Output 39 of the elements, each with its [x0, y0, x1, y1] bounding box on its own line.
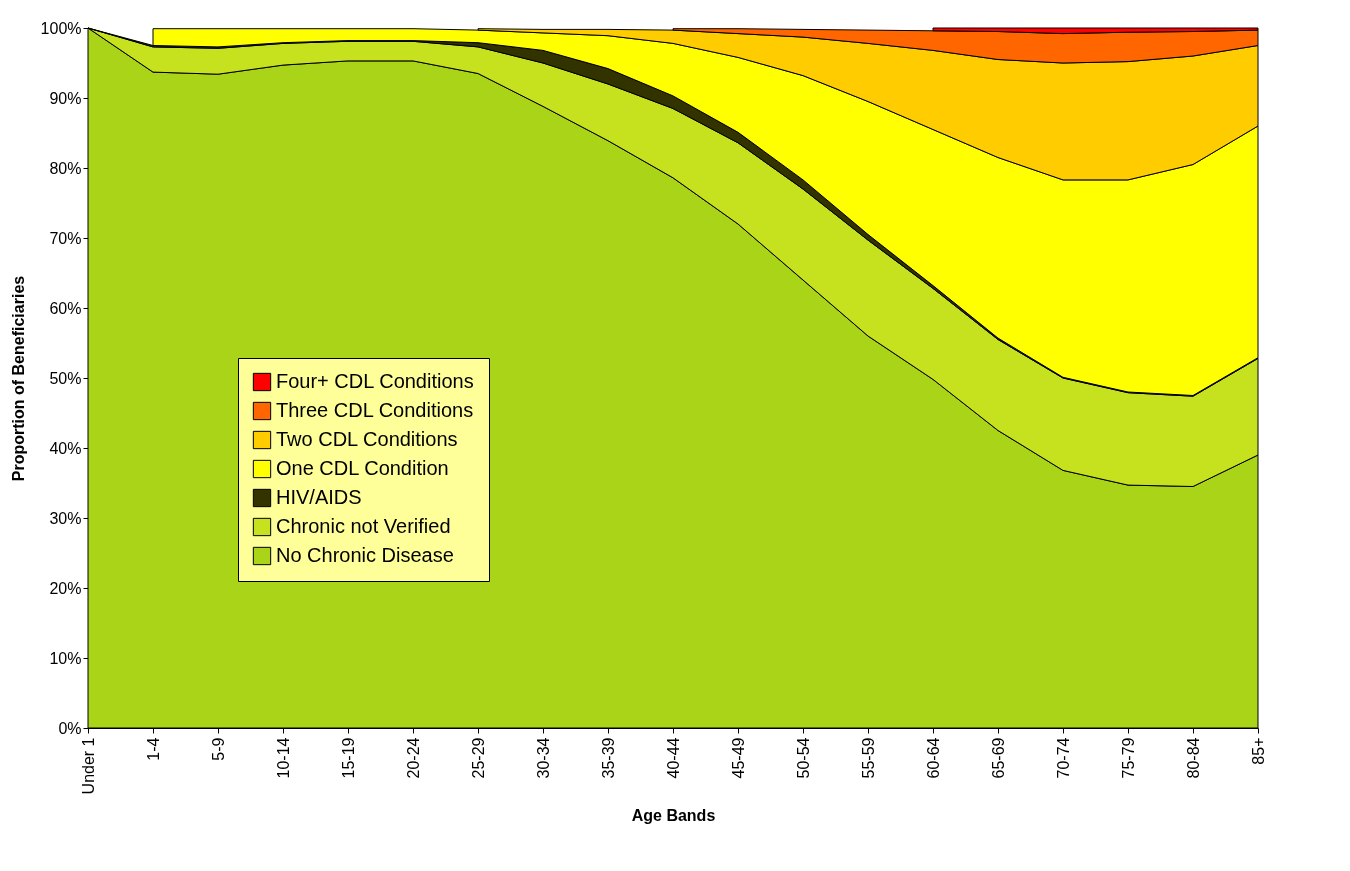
legend-label: Chronic not Verified — [276, 515, 451, 537]
x-tick-label: 20-24 — [404, 737, 422, 779]
y-tick-label: 60% — [49, 299, 82, 317]
y-tick-label: 70% — [49, 229, 82, 247]
x-tick-label: 35-39 — [599, 737, 617, 779]
legend-label: Two CDL Conditions — [276, 428, 458, 450]
legend-label: Three CDL Conditions — [276, 399, 474, 421]
x-tick-label: 25-29 — [469, 737, 487, 779]
x-tick-label: 55-59 — [859, 737, 877, 779]
x-tick-label: 1-4 — [144, 737, 162, 761]
legend-label: No Chronic Disease — [276, 544, 454, 566]
x-tick-label: 15-19 — [339, 737, 357, 779]
x-axis-title: Age Bands — [631, 807, 716, 825]
x-tick-label: 85+ — [1249, 737, 1267, 765]
x-tick-label: 5-9 — [209, 737, 227, 761]
x-tick-label: 10-14 — [274, 737, 292, 779]
x-tick-label: 30-34 — [534, 737, 552, 779]
x-tick-label: 45-49 — [729, 737, 747, 779]
y-tick-label: 0% — [58, 719, 82, 737]
y-tick-label: 30% — [49, 509, 82, 527]
y-tick-label: 100% — [40, 19, 82, 37]
x-tick-label: 60-64 — [924, 737, 942, 779]
y-axis-title: Proportion of Beneficiaries — [9, 275, 27, 482]
y-tick-label: 10% — [49, 649, 82, 667]
y-tick-label: 90% — [49, 89, 82, 107]
x-tick-label: 80-84 — [1184, 737, 1202, 779]
x-tick-label: 70-74 — [1054, 737, 1072, 779]
x-tick-label: 40-44 — [664, 737, 682, 779]
y-tick-label: 80% — [49, 159, 82, 177]
y-tick-label: 50% — [49, 369, 82, 387]
x-tick-label: 75-79 — [1119, 737, 1137, 779]
x-tick-label: Under 1 — [79, 737, 97, 795]
legend-label: Four+ CDL Conditions — [276, 370, 474, 392]
legend-label: HIV/AIDS — [276, 486, 362, 508]
legend-label: One CDL Condition — [276, 457, 449, 479]
y-tick-label: 20% — [49, 579, 82, 597]
x-tick-label: 50-54 — [794, 737, 812, 779]
y-tick-label: 40% — [49, 439, 82, 457]
x-tick-label: 65-69 — [989, 737, 1007, 779]
